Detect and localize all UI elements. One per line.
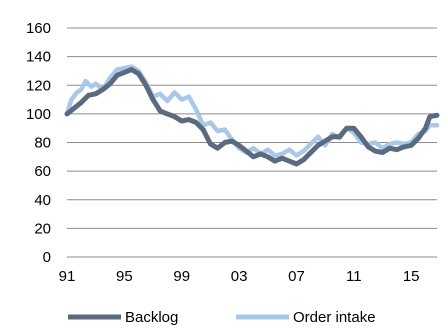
y-tick-label: 100 [26,106,51,123]
y-tick-label: 0 [43,249,51,266]
y-tick-label: 120 [26,77,51,94]
legend-label: Backlog [125,309,178,326]
series-line-backlog [64,67,440,167]
y-tick-label: 140 [26,49,51,66]
x-tick-label: 15 [403,268,420,285]
series-lines [64,64,440,167]
legend-label: Order intake [293,309,376,326]
x-axis-tick-labels: 91 95 99 03 07 11 15 [59,268,420,285]
y-tick-label: 60 [34,163,51,180]
y-tick-label: 160 [26,20,51,37]
y-axis-tick-labels: 0 20 40 60 80 100 120 140 160 [26,20,51,266]
x-tick-label: 07 [288,268,305,285]
legend: Backlog Order intake [68,309,376,326]
x-tick-label: 99 [173,268,190,285]
x-tick-label: 11 [346,268,362,285]
x-tick-label: 03 [231,268,248,285]
y-tick-label: 80 [34,135,51,152]
y-tick-label: 20 [34,220,51,237]
y-tick-label: 40 [34,192,51,209]
x-tick-label: 91 [59,268,76,285]
x-tick-label: 95 [116,268,133,285]
gridlines [67,27,437,258]
